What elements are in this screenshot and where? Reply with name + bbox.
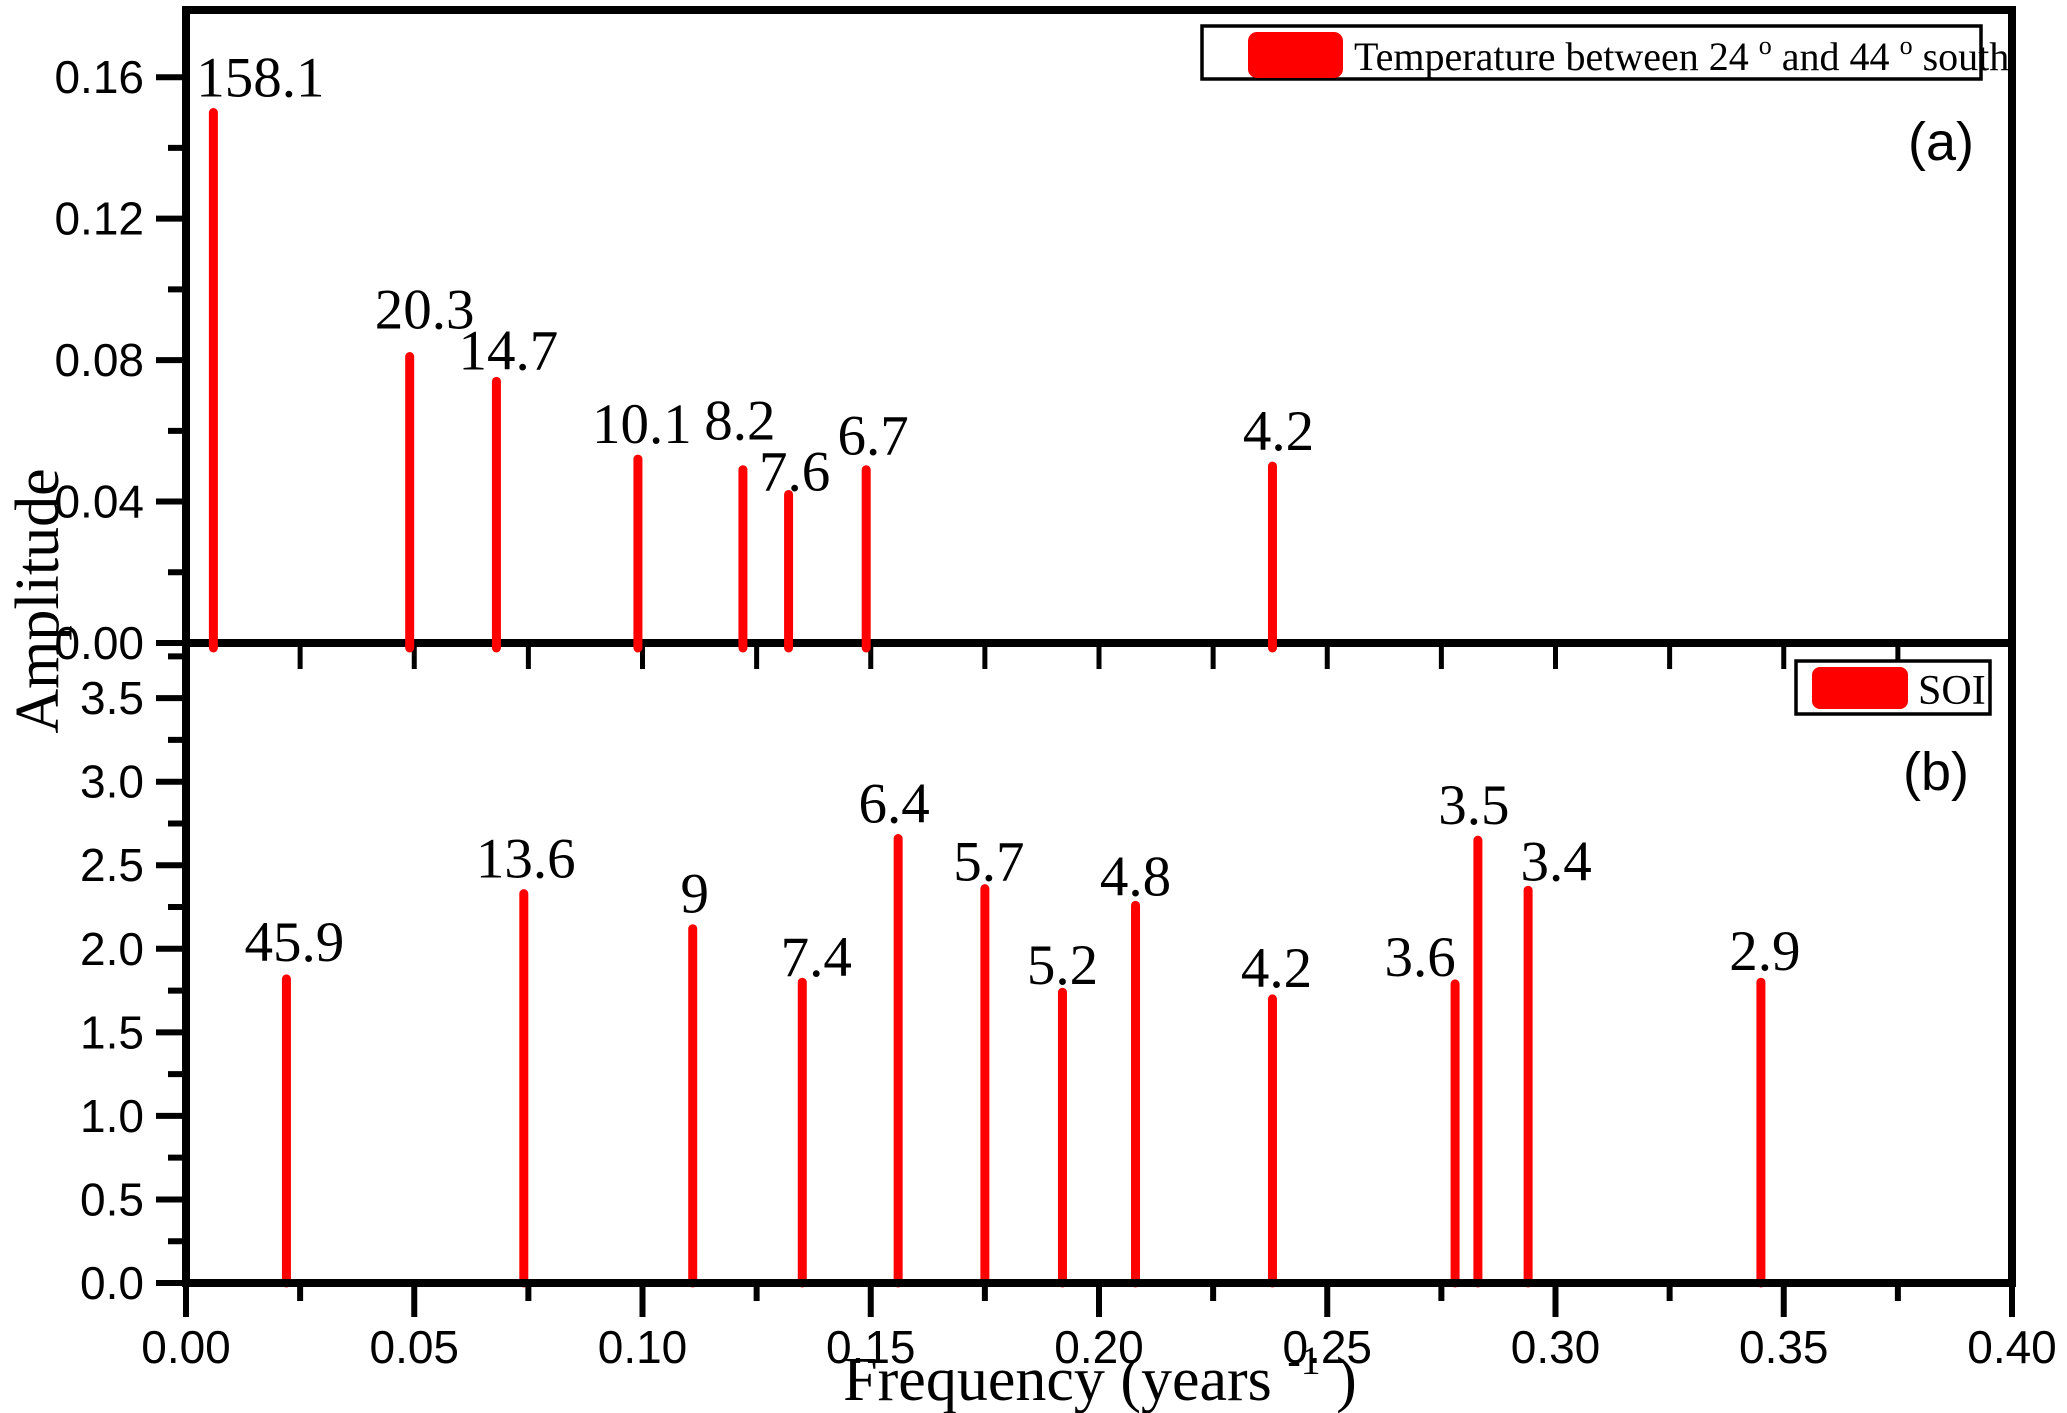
y-tick-label-a-0.16: 0.16 [54, 51, 144, 103]
x-tick-label-0.20: 0.20 [1054, 1321, 1144, 1373]
peak-label-b-4.2: 4.2 [1241, 937, 1312, 1000]
peak-label-a-6.7: 6.7 [838, 405, 909, 468]
peak-label-a-158.1: 158.1 [196, 47, 324, 110]
y-tick-label-a-0.00: 0.00 [54, 617, 144, 669]
y-tick-label-b-3.0: 3.0 [80, 756, 144, 808]
x-tick-label-0.40: 0.40 [1967, 1321, 2057, 1373]
peak-label-a-7.6: 7.6 [759, 440, 830, 503]
peak-label-b-2.9: 2.9 [1729, 920, 1800, 983]
peak-label-b-45.9: 45.9 [245, 911, 345, 974]
y-tick-label-b-3.5: 3.5 [80, 672, 144, 724]
x-tick-label-0.05: 0.05 [369, 1321, 459, 1373]
peak-label-b-3.5: 3.5 [1438, 774, 1509, 837]
x-tick-label-0.10: 0.10 [598, 1321, 688, 1373]
x-axis-title-text: Frequency (years [843, 1346, 1272, 1413]
peak-label-b-3.4: 3.4 [1520, 830, 1591, 893]
peak-label-a-8.2: 8.2 [704, 390, 775, 453]
peak-label-b-5.2: 5.2 [1027, 934, 1098, 997]
legend-panel-a: Temperature between 24 o and 44 o south [1200, 18, 2009, 81]
y-tick-label-b-0.5: 0.5 [80, 1173, 144, 1225]
y-tick-label-b-1.5: 1.5 [80, 1006, 144, 1058]
peak-label-b-5.7: 5.7 [953, 831, 1024, 894]
y-tick-label-b-2.0: 2.0 [80, 923, 144, 975]
x-axis-title-exponent: -1 [1287, 1338, 1320, 1383]
peak-label-b-4.8: 4.8 [1100, 845, 1171, 908]
legend-a-red-swatch-icon [1248, 32, 1343, 78]
x-axis-title: Frequency (years -1 ) [843, 1320, 1357, 1413]
panel-b-tag: (b) [1903, 742, 1969, 802]
x-tick-label-0.35: 0.35 [1739, 1321, 1829, 1373]
panel-a-tag: (a) [1908, 112, 1974, 172]
peak-label-b-3.6: 3.6 [1384, 926, 1455, 989]
plot-area: 0.00 0.04 0.08 0.12 0.16 0.0 0.5 1.0 1.5 2.0 2.5 3.… [54, 6, 2057, 1373]
y-tick-label-b-1.0: 1.0 [80, 1090, 144, 1142]
y-tick-label-a-0.08: 0.08 [54, 334, 144, 386]
x-tick-label-0.15: 0.15 [826, 1321, 916, 1373]
legend-a-label-text: south [1923, 34, 2010, 79]
legend-panel-b: SOI [1794, 659, 1992, 716]
peak-label-a-20.3: 20.3 [375, 279, 475, 342]
peak-label-b-9: 9 [680, 863, 709, 926]
x-tick-label-0.25: 0.25 [1282, 1321, 1372, 1373]
y-tick-label-b-2.5: 2.5 [80, 839, 144, 891]
y-tick-label-a-0.12: 0.12 [54, 193, 144, 245]
peak-label-b-7.4: 7.4 [781, 926, 852, 989]
legend-a-label: Temperature between 24 o and 44 o south [1354, 18, 2009, 79]
y-axis-title: Amplitude [4, 468, 72, 733]
y-tick-label-b-0.0: 0.0 [80, 1257, 144, 1309]
x-tick-label-0.30: 0.30 [1511, 1321, 1601, 1373]
legend-a-degree-sup: o [1759, 31, 1772, 60]
legend-b-label: SOI [1918, 668, 1986, 714]
peak-label-a-4.2: 4.2 [1243, 400, 1314, 463]
legend-a-label-text: and 44 [1782, 34, 1890, 79]
y-tick-label-a-0.04: 0.04 [54, 476, 144, 528]
x-tick-label-0.00: 0.00 [141, 1321, 231, 1373]
legend-a-label-text: Temperature between 24 [1354, 34, 1749, 79]
x-axis-title-text: ) [1336, 1346, 1357, 1413]
peak-label-b-13.6: 13.6 [476, 828, 576, 891]
legend-b-red-swatch-icon [1812, 667, 1908, 709]
legend-a-degree-sup: o [1900, 31, 1913, 60]
peak-label-a-10.1: 10.1 [592, 393, 692, 456]
peak-label-a-14.7: 14.7 [459, 319, 559, 382]
peak-label-b-6.4: 6.4 [859, 773, 930, 836]
